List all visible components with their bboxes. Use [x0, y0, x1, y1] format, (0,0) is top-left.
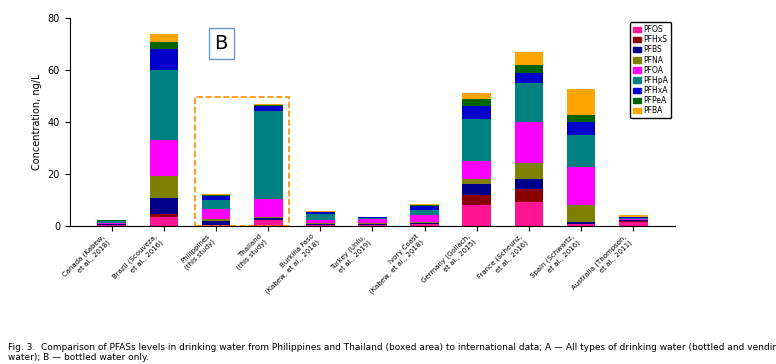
- Bar: [566, 222, 595, 223]
- Bar: [619, 218, 648, 219]
- Bar: [254, 105, 282, 106]
- Bar: [462, 99, 491, 106]
- Bar: [411, 205, 439, 206]
- Bar: [150, 41, 178, 49]
- Bar: [462, 184, 491, 194]
- Bar: [97, 225, 126, 226]
- Bar: [411, 224, 439, 226]
- Bar: [254, 106, 282, 111]
- Bar: [254, 199, 282, 217]
- Bar: [254, 217, 282, 218]
- Bar: [514, 83, 543, 122]
- Bar: [514, 73, 543, 83]
- Bar: [619, 222, 648, 226]
- Bar: [202, 209, 230, 219]
- Bar: [566, 89, 595, 115]
- Bar: [514, 189, 543, 202]
- Bar: [462, 106, 491, 119]
- Bar: [202, 225, 230, 226]
- Bar: [150, 177, 178, 198]
- Bar: [566, 115, 595, 122]
- Bar: [359, 225, 386, 226]
- Bar: [514, 179, 543, 189]
- Bar: [150, 70, 178, 140]
- Bar: [619, 220, 648, 221]
- Bar: [566, 122, 595, 135]
- Bar: [566, 205, 595, 222]
- Bar: [254, 218, 282, 220]
- Bar: [150, 198, 178, 214]
- Bar: [150, 214, 178, 217]
- Bar: [411, 223, 439, 224]
- Text: Fig. 3.  Comparison of PFASs levels in drinking water from Philippines and Thail: Fig. 3. Comparison of PFASs levels in dr…: [8, 343, 776, 362]
- Bar: [619, 221, 648, 222]
- Bar: [566, 167, 595, 205]
- Bar: [514, 202, 543, 226]
- Bar: [359, 219, 386, 223]
- Bar: [411, 206, 439, 210]
- Bar: [619, 219, 648, 220]
- Bar: [306, 214, 334, 220]
- Bar: [306, 223, 334, 224]
- Bar: [359, 218, 386, 219]
- Bar: [306, 225, 334, 226]
- Bar: [514, 122, 543, 163]
- Bar: [202, 200, 230, 209]
- Text: B: B: [214, 34, 228, 53]
- Bar: [514, 65, 543, 73]
- Bar: [97, 221, 126, 222]
- Bar: [254, 103, 282, 105]
- Bar: [306, 224, 334, 225]
- Bar: [462, 119, 491, 161]
- Bar: [514, 163, 543, 179]
- Bar: [306, 213, 334, 214]
- Bar: [150, 34, 178, 41]
- Bar: [514, 52, 543, 65]
- Bar: [359, 224, 386, 225]
- Bar: [411, 210, 439, 215]
- Bar: [202, 194, 230, 195]
- Bar: [254, 111, 282, 199]
- Bar: [566, 223, 595, 224]
- Bar: [97, 222, 126, 224]
- Bar: [202, 219, 230, 221]
- Bar: [411, 215, 439, 222]
- Bar: [566, 135, 595, 167]
- Bar: [462, 205, 491, 226]
- Bar: [150, 217, 178, 226]
- Bar: [254, 220, 282, 221]
- Bar: [202, 195, 230, 196]
- Bar: [411, 222, 439, 223]
- Y-axis label: Concentration, ng/L: Concentration, ng/L: [32, 74, 42, 170]
- Bar: [619, 217, 648, 218]
- Bar: [619, 215, 648, 217]
- Bar: [202, 196, 230, 200]
- Bar: [566, 224, 595, 226]
- Bar: [150, 49, 178, 70]
- Bar: [359, 223, 386, 224]
- Bar: [150, 140, 178, 177]
- Bar: [462, 194, 491, 205]
- Bar: [202, 221, 230, 225]
- Bar: [462, 94, 491, 99]
- Bar: [359, 217, 386, 218]
- Bar: [306, 220, 334, 223]
- Bar: [462, 161, 491, 179]
- Bar: [306, 212, 334, 213]
- Bar: [254, 221, 282, 226]
- Bar: [462, 179, 491, 184]
- Legend: PFOS, PFHxS, PFBS, PFNA, PFOA, PFHpA, PFHxA, PFPeA, PFBA: PFOS, PFHxS, PFBS, PFNA, PFOA, PFHpA, PF…: [630, 22, 671, 118]
